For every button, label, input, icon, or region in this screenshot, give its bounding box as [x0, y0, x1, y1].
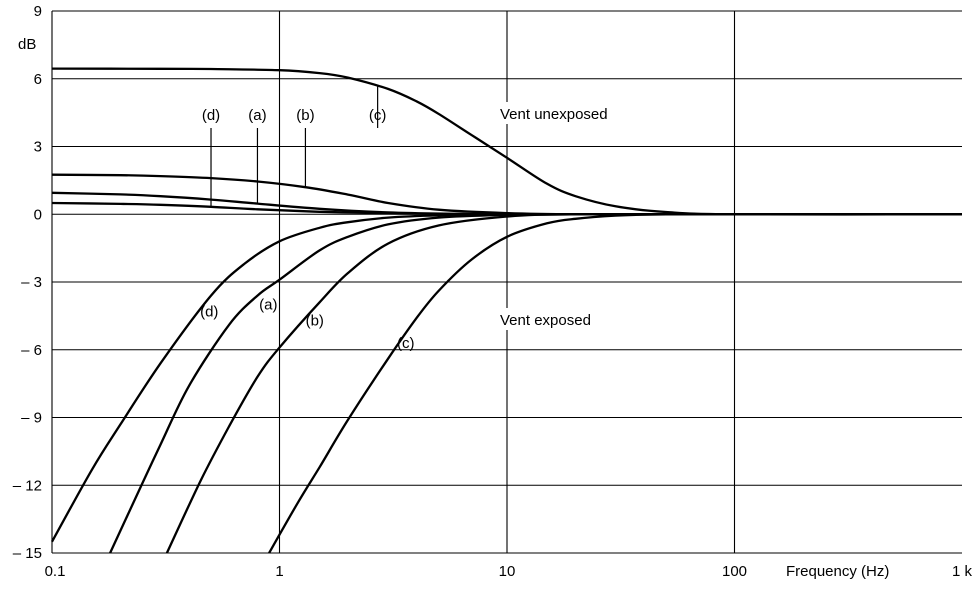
x-tick-label: 10	[499, 563, 516, 580]
curve-label-unexposed-a: (a)	[248, 107, 266, 124]
curve-label-exposed-b: (b)	[306, 313, 324, 330]
annotations: (d) (a) (b) (c) (d) (a) (b) (c) Vent unexposed Ve…	[200, 85, 611, 352]
x-tick-label: 0.1	[45, 563, 66, 580]
x-axis-title: Frequency (Hz)	[786, 563, 889, 580]
grid	[51, 10, 962, 554]
annotation-bg	[495, 308, 599, 330]
curve-label-exposed-d: (d)	[200, 304, 218, 321]
series-line-unexposed-c	[51, 67, 963, 216]
series-line-exposed-b	[165, 212, 962, 554]
y-tick-label: – 6	[21, 342, 42, 359]
curve-label-unexposed-b: (b)	[296, 107, 314, 124]
y-tick-label: 9	[34, 3, 42, 20]
annotation-vent-unexposed: Vent unexposed	[500, 106, 608, 123]
y-tick-label: 3	[34, 139, 42, 156]
y-axis-title: dB	[18, 36, 36, 53]
curve-label-exposed-c: (c)	[397, 335, 415, 352]
series-line-exposed-a	[109, 213, 962, 554]
x-tick-label: 1	[275, 563, 283, 580]
y-tick-label: – 15	[13, 545, 42, 562]
series-line-exposed-c	[268, 213, 962, 554]
y-tick-label: – 3	[21, 274, 42, 291]
x-tick-label: 100	[722, 563, 747, 580]
y-tick-label: – 12	[13, 477, 42, 494]
annotation-bg	[495, 102, 611, 124]
axes: 9 6 3 0 – 3 – 6 – 9 – 12 – 150.1 1 10 100 1 k dB Frequ…	[13, 3, 973, 582]
annotation-vent-exposed: Vent exposed	[500, 312, 591, 329]
curve-label-unexposed-d: (d)	[202, 107, 220, 124]
x-axis-title-bg	[782, 560, 912, 582]
curve-label-exposed-a: (a)	[259, 297, 277, 314]
y-tick-label: 6	[34, 71, 42, 88]
curve-label-unexposed-c: (c)	[369, 107, 387, 124]
y-tick-label: – 9	[21, 410, 42, 427]
y-tick-label: 0	[34, 206, 42, 223]
curves	[50, 67, 963, 554]
x-tick-label: 1 k	[952, 563, 973, 580]
